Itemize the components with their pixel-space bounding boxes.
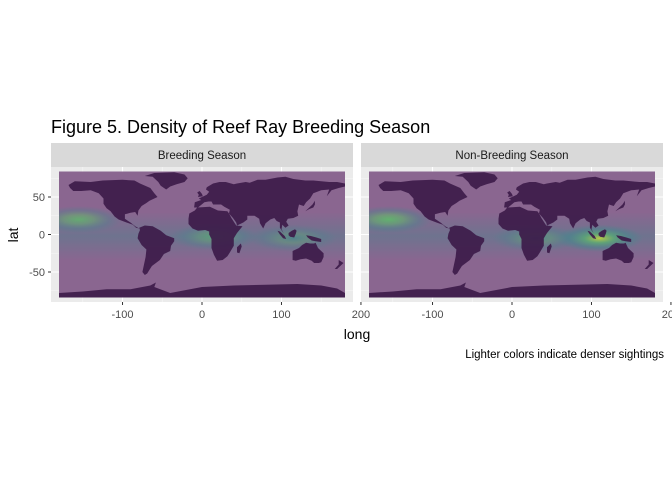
y-tick-label: 50	[33, 192, 45, 204]
y-tick-label: -50	[29, 267, 45, 279]
landmass	[615, 200, 625, 212]
landmass	[644, 260, 654, 269]
y-axis-title: lat	[5, 228, 21, 243]
landmass	[305, 200, 315, 212]
landmass	[334, 260, 344, 269]
facet-label: Breeding Season	[158, 150, 246, 162]
landmass	[237, 243, 242, 254]
landmass	[277, 230, 287, 239]
landmass	[602, 242, 634, 263]
x-axis: -100 0 100 200 -100 0 100 200	[112, 302, 672, 321]
landmass	[306, 235, 322, 242]
chart-title: Figure 5. Density of Reef Ray Breeding S…	[51, 117, 430, 137]
landmass	[68, 179, 158, 229]
landmass	[137, 225, 175, 275]
landmass	[288, 229, 297, 238]
landmass	[188, 206, 243, 261]
x-tick-label: 0	[509, 309, 515, 321]
landmass	[454, 172, 498, 190]
x-tick-label: 100	[272, 309, 290, 321]
world-map	[58, 171, 346, 298]
facet-label: Non-Breeding Season	[455, 150, 568, 162]
x-tick-label: 0	[199, 309, 205, 321]
facet-non-breeding: Non-Breeding Season	[361, 143, 672, 302]
facet-panel	[51, 167, 362, 302]
landmass	[616, 235, 632, 242]
landmass	[197, 191, 203, 197]
landmass	[547, 243, 552, 254]
x-tick-label: -100	[422, 309, 444, 321]
x-tick-label: 100	[582, 309, 600, 321]
landmass	[447, 225, 485, 275]
landmass	[58, 282, 346, 298]
landmass	[498, 206, 553, 261]
world-map	[368, 171, 656, 298]
landmass	[507, 191, 513, 197]
landmass	[587, 230, 597, 239]
landmass	[144, 172, 188, 190]
x-tick-label: 200	[662, 309, 672, 321]
landmass	[598, 229, 607, 238]
landmass	[504, 176, 656, 234]
landmass	[194, 176, 346, 234]
y-axis: 50 0 -50	[29, 192, 51, 279]
facet-panel	[361, 167, 672, 302]
landmass	[292, 242, 324, 263]
facet-breeding: Breeding Season	[51, 143, 362, 302]
facet-strip	[51, 143, 353, 167]
x-tick-label: 200	[352, 309, 370, 321]
chart-caption: Lighter colors indicate denser sightings	[465, 349, 664, 361]
x-axis-title: long	[344, 326, 370, 342]
facet-strip	[361, 143, 663, 167]
landmass	[368, 282, 656, 298]
x-tick-label: -100	[112, 309, 134, 321]
landmass	[378, 179, 468, 229]
y-tick-label: 0	[39, 230, 45, 242]
